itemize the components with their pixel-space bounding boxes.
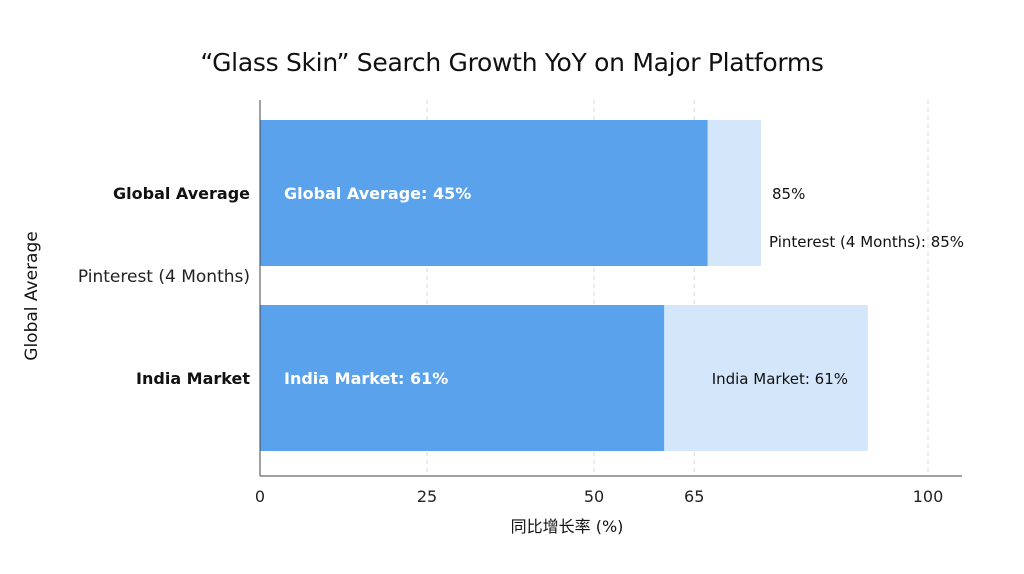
bar-label-front-0: Global Average: 45% (284, 184, 471, 203)
bar-label-back-1: India Market: 61% (712, 370, 848, 388)
axes (259, 100, 962, 477)
chart-title: “Glass Skin” Search Growth YoY on Major … (200, 48, 824, 77)
bar-label-back-0: 85% (772, 185, 805, 203)
front-bars (260, 120, 708, 451)
category-labels: Global Average India Market (113, 184, 250, 388)
x-tick-100: 100 (913, 487, 944, 506)
category-label-0: Global Average (113, 184, 250, 203)
x-tick-labels: 0 25 50 65 100 (255, 487, 943, 506)
x-tick-25: 25 (417, 487, 437, 506)
bar-front-1 (260, 305, 665, 451)
category-label-pinterest: Pinterest (4 Months) (78, 267, 250, 287)
bar-label-front-1: India Market: 61% (284, 369, 448, 388)
y-axis-label: Global Average (22, 231, 42, 360)
x-tick-0: 0 (255, 487, 265, 506)
x-tick-65: 65 (684, 487, 704, 506)
bar-front-0 (260, 120, 708, 266)
annotation-pinterest: Pinterest (4 Months): 85% (769, 233, 964, 251)
x-axis-label: 同比增长率 (%) (511, 517, 624, 536)
category-label-1: India Market (136, 369, 250, 388)
x-tick-50: 50 (584, 487, 604, 506)
bar-labels: Global Average: 45% India Market: 61% 85% I… (284, 184, 964, 388)
